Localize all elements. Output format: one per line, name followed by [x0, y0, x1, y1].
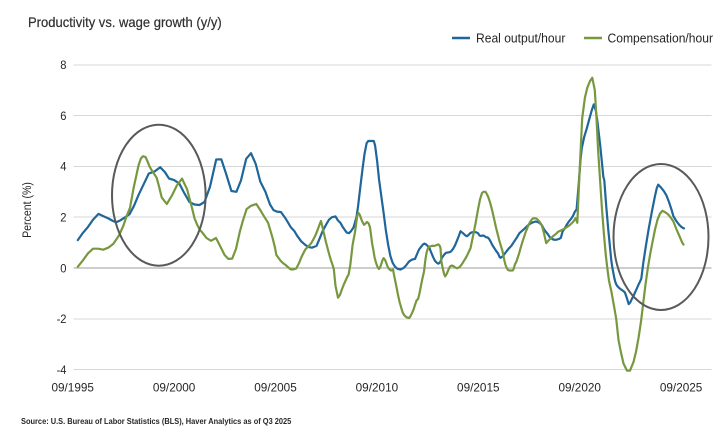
svg-text:09/2005: 09/2005 — [254, 380, 297, 394]
svg-text:Real output/hour: Real output/hour — [476, 31, 565, 45]
svg-text:Percent (%): Percent (%) — [21, 182, 34, 238]
svg-text:4: 4 — [60, 161, 67, 173]
svg-text:2: 2 — [60, 212, 66, 224]
svg-text:09/2015: 09/2015 — [457, 380, 500, 394]
svg-text:09/2025: 09/2025 — [660, 380, 703, 394]
svg-text:0: 0 — [60, 263, 66, 275]
svg-text:-4: -4 — [57, 365, 67, 377]
svg-text:Compensation/hour: Compensation/hour — [608, 31, 713, 45]
svg-text:09/2000: 09/2000 — [153, 380, 196, 394]
svg-text:Source: U.S. Bureau of Labor S: Source: U.S. Bureau of Labor Statistics … — [21, 417, 292, 426]
svg-text:-2: -2 — [57, 314, 67, 326]
svg-text:8: 8 — [60, 60, 66, 72]
svg-text:Productivity vs. wage growth (: Productivity vs. wage growth (y/y) — [28, 15, 222, 31]
svg-text:09/2010: 09/2010 — [356, 380, 399, 394]
svg-text:09/1995: 09/1995 — [51, 380, 94, 394]
svg-text:6: 6 — [60, 111, 66, 123]
svg-text:09/2020: 09/2020 — [558, 380, 601, 394]
